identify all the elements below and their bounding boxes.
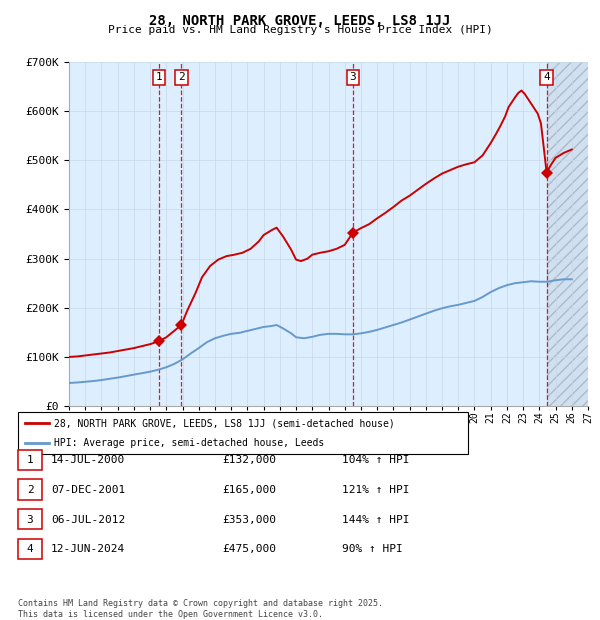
- Text: 1: 1: [26, 455, 34, 465]
- Text: 4: 4: [543, 73, 550, 82]
- Bar: [547, 62, 588, 406]
- Text: £165,000: £165,000: [222, 485, 276, 495]
- Text: Contains HM Land Registry data © Crown copyright and database right 2025.
This d: Contains HM Land Registry data © Crown c…: [18, 600, 383, 619]
- Text: 2: 2: [26, 485, 34, 495]
- Text: 12-JUN-2024: 12-JUN-2024: [51, 544, 125, 554]
- Text: 14-JUL-2000: 14-JUL-2000: [51, 455, 125, 465]
- Text: 104% ↑ HPI: 104% ↑ HPI: [342, 455, 409, 465]
- Text: 28, NORTH PARK GROVE, LEEDS, LS8 1JJ: 28, NORTH PARK GROVE, LEEDS, LS8 1JJ: [149, 14, 451, 28]
- Text: £475,000: £475,000: [222, 544, 276, 554]
- Text: 3: 3: [350, 73, 356, 82]
- Text: 07-DEC-2001: 07-DEC-2001: [51, 485, 125, 495]
- Text: 06-JUL-2012: 06-JUL-2012: [51, 515, 125, 525]
- Text: 3: 3: [26, 515, 34, 525]
- Bar: [547, 62, 588, 406]
- Text: £353,000: £353,000: [222, 515, 276, 525]
- Text: 28, NORTH PARK GROVE, LEEDS, LS8 1JJ (semi-detached house): 28, NORTH PARK GROVE, LEEDS, LS8 1JJ (se…: [54, 418, 395, 428]
- Text: 144% ↑ HPI: 144% ↑ HPI: [342, 515, 409, 525]
- Text: £132,000: £132,000: [222, 455, 276, 465]
- Text: 121% ↑ HPI: 121% ↑ HPI: [342, 485, 409, 495]
- Text: HPI: Average price, semi-detached house, Leeds: HPI: Average price, semi-detached house,…: [54, 438, 324, 448]
- Text: Price paid vs. HM Land Registry's House Price Index (HPI): Price paid vs. HM Land Registry's House …: [107, 25, 493, 35]
- Text: 1: 1: [155, 73, 162, 82]
- Text: 4: 4: [26, 544, 34, 554]
- Text: 2: 2: [178, 73, 185, 82]
- Text: 90% ↑ HPI: 90% ↑ HPI: [342, 544, 403, 554]
